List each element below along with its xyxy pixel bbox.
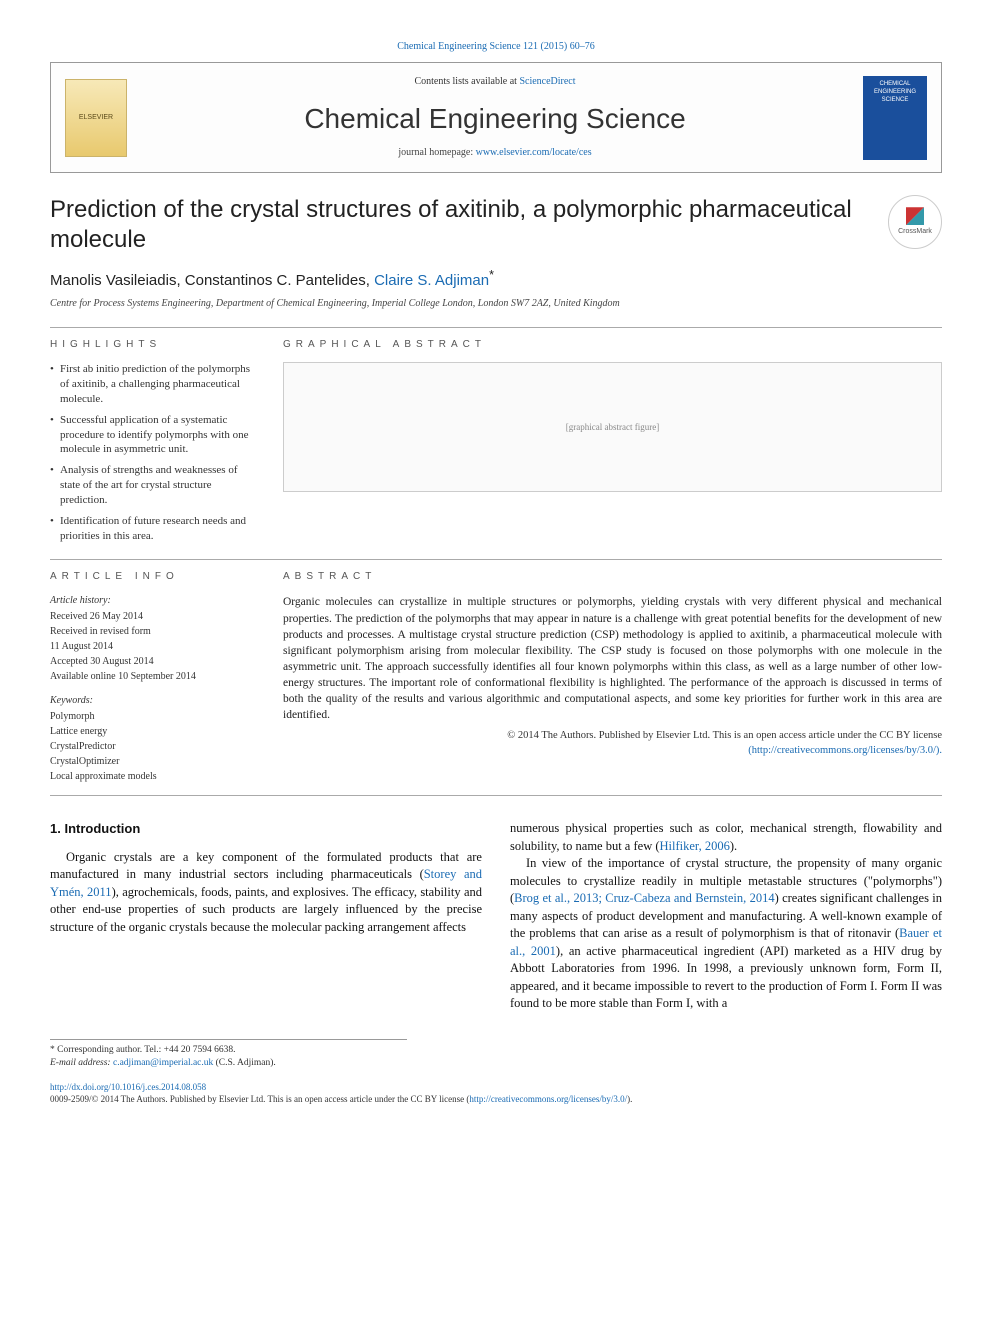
highlight-item: Analysis of strengths and weaknesses of …: [50, 463, 255, 508]
doi-link[interactable]: http://dx.doi.org/10.1016/j.ces.2014.08.…: [50, 1082, 206, 1092]
section-heading: 1. Introduction: [50, 820, 482, 838]
history-line: Available online 10 September 2014: [50, 670, 255, 684]
body-paragraph: In view of the importance of crystal str…: [510, 855, 942, 1013]
article-info-label: ARTICLE INFO: [50, 570, 255, 584]
separator: [50, 559, 942, 560]
license-link-bottom[interactable]: http://creativecommons.org/licenses/by/3…: [469, 1094, 627, 1104]
running-citation: Chemical Engineering Science 121 (2015) …: [50, 40, 942, 54]
body-paragraph: numerous physical properties such as col…: [510, 820, 942, 855]
journal-cover-thumb: CHEMICAL ENGINEERING SCIENCE: [863, 76, 927, 160]
keyword: CrystalOptimizer: [50, 755, 255, 769]
authors-prefix: Manolis Vasileiadis, Constantinos C. Pan…: [50, 272, 374, 289]
sciencedirect-link[interactable]: ScienceDirect: [519, 76, 575, 87]
graphical-abstract-label: GRAPHICAL ABSTRACT: [283, 338, 942, 352]
keywords-title: Keywords:: [50, 694, 255, 708]
body-text: ), an active pharmaceutical ingredient (…: [510, 944, 942, 1011]
email-line: E-mail address: c.adjiman@imperial.ac.uk…: [50, 1057, 407, 1070]
elsevier-logo: ELSEVIER: [65, 79, 127, 157]
crossmark-badge[interactable]: CrossMark: [888, 195, 942, 249]
highlight-item: Successful application of a systematic p…: [50, 413, 255, 458]
abstract-text: Organic molecules can crystallize in mul…: [283, 594, 942, 723]
highlights-list: First ab initio prediction of the polymo…: [50, 362, 255, 543]
keyword: Lattice energy: [50, 725, 255, 739]
license-link[interactable]: (http://creativecommons.org/licenses/by/…: [748, 745, 942, 756]
graphical-abstract-figure: [graphical abstract figure]: [283, 362, 942, 492]
homepage-prefix: journal homepage:: [398, 147, 475, 158]
citation-link[interactable]: Hilfiker, 2006: [660, 839, 730, 853]
journal-name: Chemical Engineering Science: [127, 99, 863, 138]
homepage-link[interactable]: www.elsevier.com/locate/ces: [476, 147, 592, 158]
copyright-line: © 2014 The Authors. Published by Elsevie…: [283, 729, 942, 758]
affiliation: Centre for Process Systems Engineering, …: [50, 297, 942, 311]
body-paragraph: Organic crystals are a key component of …: [50, 849, 482, 937]
history-line: Received 26 May 2014: [50, 610, 255, 624]
contents-line: Contents lists available at ScienceDirec…: [127, 75, 863, 89]
body-text: ), agrochemicals, foods, paints, and exp…: [50, 885, 482, 934]
keyword: Local approximate models: [50, 770, 255, 784]
history-line: Received in revised form: [50, 625, 255, 639]
history-title: Article history:: [50, 594, 255, 608]
article-title: Prediction of the crystal structures of …: [50, 195, 868, 255]
highlights-label: HIGHLIGHTS: [50, 338, 255, 352]
keyword: CrystalPredictor: [50, 740, 255, 754]
body-text: ).: [730, 839, 737, 853]
body-text: Organic crystals are a key component of …: [50, 850, 482, 882]
authors-line: Manolis Vasileiadis, Constantinos C. Pan…: [50, 267, 942, 291]
footnotes: * Corresponding author. Tel.: +44 20 759…: [50, 1039, 407, 1071]
journal-homepage: journal homepage: www.elsevier.com/locat…: [127, 146, 863, 160]
email-tail: (C.S. Adjiman).: [213, 1058, 276, 1068]
corr-mark: *: [489, 268, 494, 282]
citation-link[interactable]: Brog et al., 2013; Cruz-Cabeza and Berns…: [514, 891, 774, 905]
crossmark-label: CrossMark: [898, 227, 932, 237]
bottom-bar: http://dx.doi.org/10.1016/j.ces.2014.08.…: [50, 1081, 942, 1106]
highlight-item: Identification of future research needs …: [50, 514, 255, 544]
corresponding-author-link[interactable]: Claire S. Adjiman: [374, 272, 489, 289]
issn-tail: ).: [627, 1094, 632, 1104]
copyright-text: © 2014 The Authors. Published by Elsevie…: [507, 730, 942, 741]
highlight-item: First ab initio prediction of the polymo…: [50, 362, 255, 407]
contents-prefix: Contents lists available at: [414, 76, 519, 87]
corr-author-note: * Corresponding author. Tel.: +44 20 759…: [50, 1044, 407, 1057]
crossmark-icon: [906, 207, 924, 225]
abstract-label: ABSTRACT: [283, 570, 942, 584]
journal-header: ELSEVIER Contents lists available at Sci…: [50, 62, 942, 173]
email-label: E-mail address:: [50, 1058, 113, 1068]
separator: [50, 795, 942, 796]
separator: [50, 327, 942, 328]
history-line: Accepted 30 August 2014: [50, 655, 255, 669]
email-link[interactable]: c.adjiman@imperial.ac.uk: [113, 1058, 213, 1068]
issn-text: 0009-2509/© 2014 The Authors. Published …: [50, 1094, 469, 1104]
keyword: Polymorph: [50, 710, 255, 724]
history-line: 11 August 2014: [50, 640, 255, 654]
cover-text: CHEMICAL ENGINEERING SCIENCE: [865, 80, 925, 105]
